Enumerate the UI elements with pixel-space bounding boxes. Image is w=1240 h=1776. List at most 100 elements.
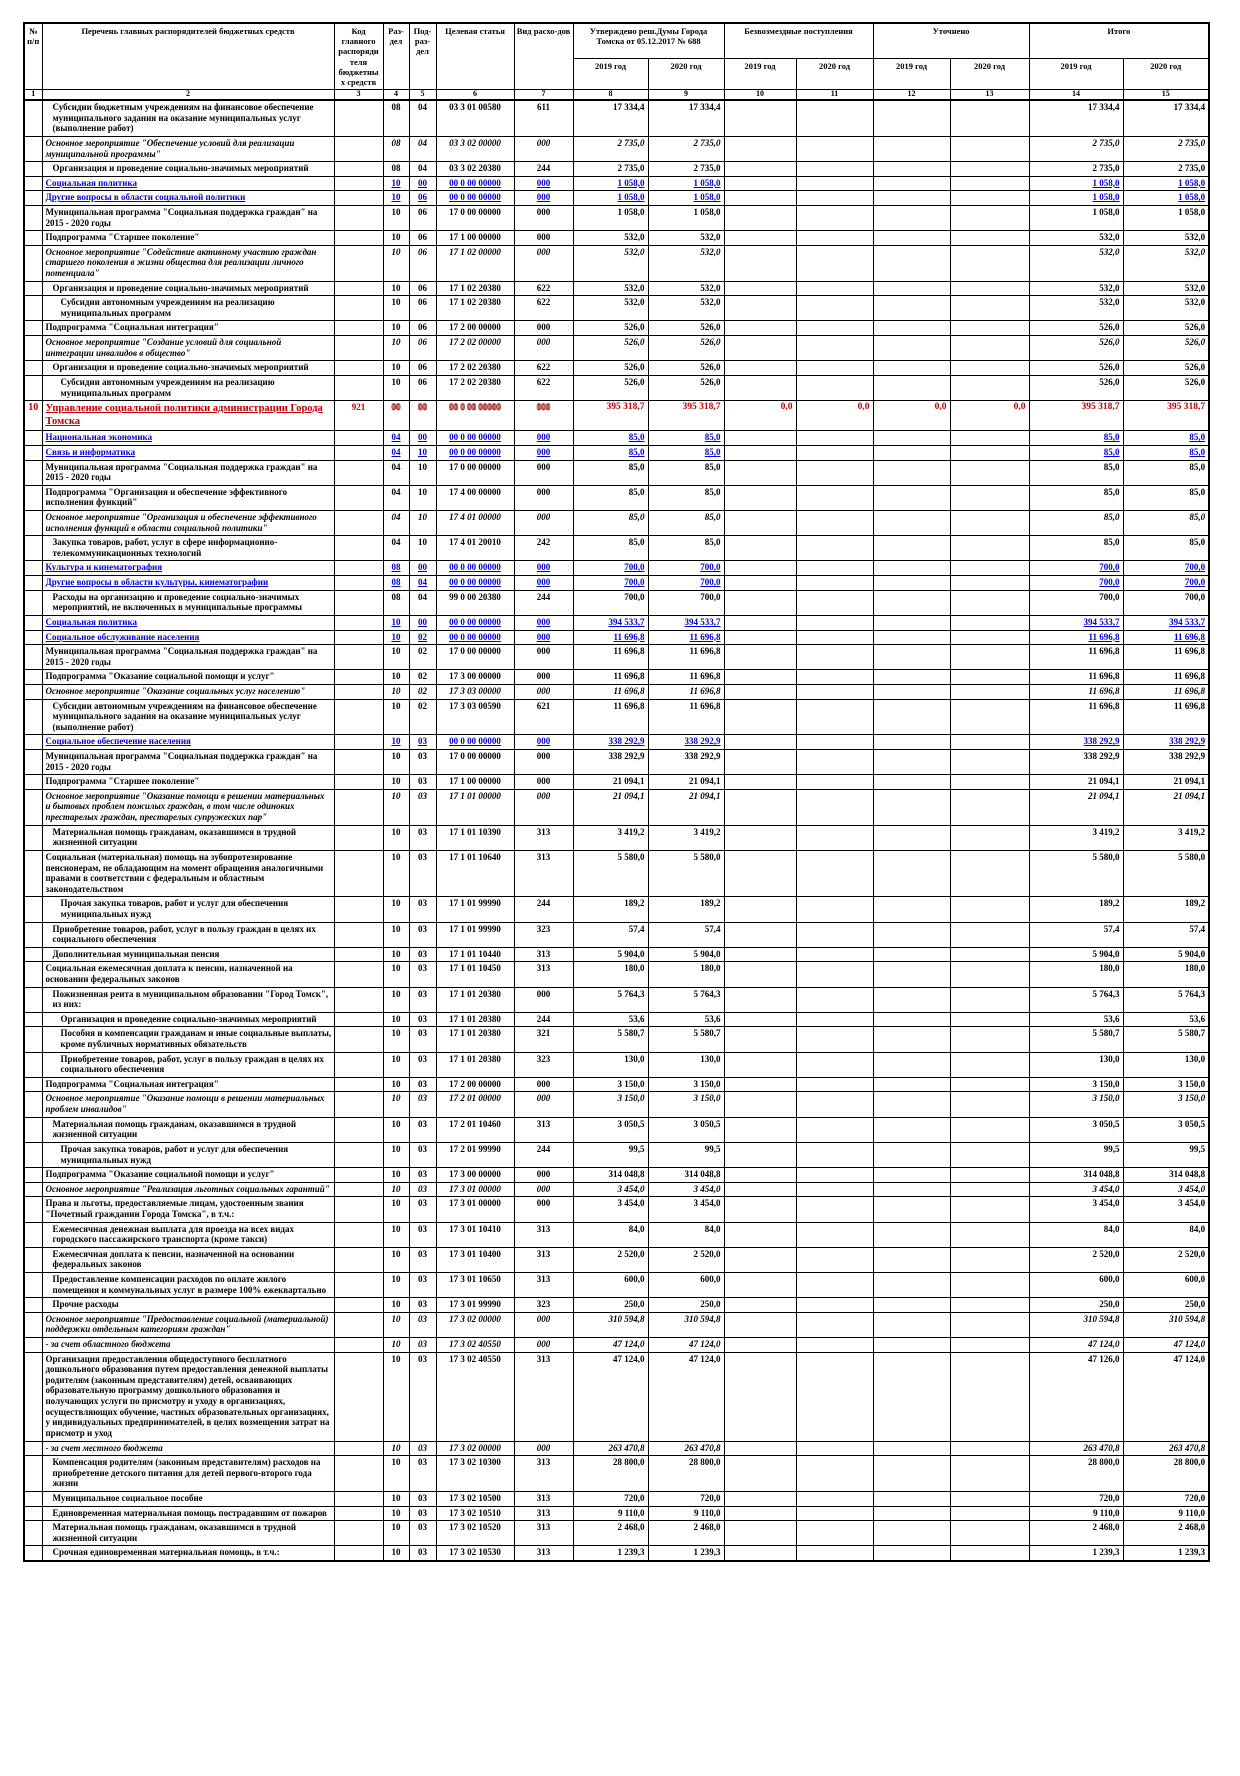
row-grbs — [333, 1141, 384, 1169]
row-grants-2019 — [723, 1271, 797, 1299]
column-number: 7 — [513, 89, 574, 101]
row-podrazdel: 03 — [408, 1091, 437, 1118]
row-num — [23, 824, 43, 851]
row-podrazdel: 03 — [408, 1051, 437, 1078]
row-name: Субсидии автономным учреждениям на реали… — [41, 295, 335, 322]
row-adjusted-2019 — [872, 575, 951, 591]
row-adjusted-2019 — [872, 1141, 951, 1169]
row-adjusted-2019 — [872, 1246, 951, 1274]
row-target-article: 00 0 00 00000 — [435, 575, 515, 591]
row-adjusted-2020 — [949, 1116, 1030, 1143]
row-name: Культура и кинематография — [41, 560, 335, 577]
row-total-2019: 21 094,1 — [1028, 788, 1124, 826]
row-podrazdel: 03 — [408, 1297, 437, 1313]
row-approved-2020: 21 094,1 — [647, 788, 725, 826]
row-razdel: 10 — [382, 644, 410, 671]
header-podrazdel: Под-раз-дел — [408, 22, 437, 91]
row-grants-2019 — [723, 1297, 797, 1313]
row-expense-type: 313 — [513, 1116, 574, 1143]
row-grants-2019 — [723, 445, 797, 461]
row-num — [23, 1311, 43, 1339]
row-name: Социальное обеспечение населения — [41, 734, 335, 751]
row-grants-2019 — [723, 335, 797, 362]
row-approved-2020: 85,0 — [647, 484, 725, 512]
row-podrazdel: 02 — [408, 683, 437, 700]
row-adjusted-2019 — [872, 614, 951, 631]
row-podrazdel: 06 — [408, 204, 437, 232]
row-grants-2019 — [723, 644, 797, 671]
header-row-number: № п/п — [23, 22, 43, 91]
row-adjusted-2019 — [872, 280, 951, 297]
row-adjusted-2020 — [949, 921, 1030, 948]
row-adjusted-2020 — [949, 1490, 1030, 1507]
row-target-article: 17 2 01 00000 — [435, 1091, 515, 1118]
table-row: Муниципальное социальное пособие 10 03 1… — [23, 1490, 1210, 1507]
row-grants-2019 — [723, 698, 797, 736]
row-podrazdel: 02 — [408, 629, 437, 646]
row-total-2020: 263 470,8 — [1122, 1440, 1210, 1457]
row-total-2020: 2 468,0 — [1122, 1520, 1210, 1547]
row-adjusted-2020 — [949, 190, 1030, 206]
row-razdel: 10 — [382, 320, 410, 337]
row-grants-2020: 0,0 — [795, 400, 874, 432]
row-name: Социальная политика — [41, 614, 335, 631]
column-number: 2 — [41, 89, 335, 101]
table-row: Пособия и компенсации гражданам и иные с… — [23, 1026, 1210, 1053]
row-name: Ежемесячная денежная выплата для проезда… — [41, 1221, 335, 1248]
row-num — [23, 295, 43, 322]
row-num — [23, 280, 43, 297]
row-grants-2020 — [795, 1116, 874, 1143]
row-approved-2020: 3 150,0 — [647, 1076, 725, 1093]
row-approved-2019: 47 124,0 — [572, 1337, 649, 1353]
row-grants-2019 — [723, 459, 797, 486]
row-expense-type: 000 — [513, 230, 574, 246]
row-grbs — [333, 1051, 384, 1078]
row-adjusted-2020 — [949, 560, 1030, 577]
row-grants-2020 — [795, 824, 874, 851]
row-approved-2019: 310 594,8 — [572, 1311, 649, 1339]
row-target-article: 17 2 00 00000 — [435, 1076, 515, 1093]
row-grants-2020 — [795, 320, 874, 337]
row-approved-2020: 21 094,1 — [647, 774, 725, 790]
row-grbs — [333, 1505, 384, 1522]
row-expense-type: 313 — [513, 1490, 574, 1507]
table-row: Муниципальная программа "Социальная подд… — [23, 749, 1210, 776]
row-grants-2020 — [795, 1271, 874, 1299]
row-total-2019: 338 292,9 — [1028, 734, 1124, 751]
row-total-2020: 47 124,0 — [1122, 1351, 1210, 1442]
row-approved-2020: 53,6 — [647, 1011, 725, 1028]
row-grbs — [333, 204, 384, 232]
row-razdel: 10 — [382, 1505, 410, 1522]
row-razdel: 10 — [382, 1520, 410, 1547]
row-adjusted-2019 — [872, 230, 951, 246]
header-name: Перечень главных распорядителей бюджетны… — [41, 22, 335, 91]
row-total-2019: 85,0 — [1028, 430, 1124, 446]
table-row: Основное мероприятие "Оказание помощи в … — [23, 1091, 1210, 1118]
row-total-2020: 84,0 — [1122, 1221, 1210, 1248]
table-row: Срочная единовременная материальная помо… — [23, 1545, 1210, 1562]
row-num — [23, 788, 43, 826]
row-name: Закупка товаров, работ, услуг в сфере ин… — [41, 535, 335, 562]
row-grants-2019: 0,0 — [723, 400, 797, 432]
row-total-2020: 3 150,0 — [1122, 1076, 1210, 1093]
row-num — [23, 1505, 43, 1522]
row-podrazdel: 03 — [408, 896, 437, 923]
row-expense-type: 621 — [513, 698, 574, 736]
row-approved-2019: 314 048,8 — [572, 1167, 649, 1183]
table-row: Организация предоставления общедоступног… — [23, 1351, 1210, 1442]
row-total-2020: 9 110,0 — [1122, 1505, 1210, 1522]
row-total-2019: 700,0 — [1028, 589, 1124, 616]
row-approved-2020: 314 048,8 — [647, 1167, 725, 1183]
row-razdel: 10 — [382, 1311, 410, 1339]
header-razdel: Раз-дел — [382, 22, 410, 91]
row-adjusted-2020 — [949, 749, 1030, 776]
row-target-article: 17 3 01 99990 — [435, 1297, 515, 1313]
row-num — [23, 135, 43, 163]
row-approved-2019: 526,0 — [572, 335, 649, 362]
row-approved-2020: 532,0 — [647, 230, 725, 246]
row-approved-2020: 532,0 — [647, 244, 725, 282]
row-expense-type: 000 — [513, 320, 574, 337]
row-podrazdel: 03 — [408, 1455, 437, 1492]
row-grants-2020 — [795, 1091, 874, 1118]
row-razdel: 10 — [382, 230, 410, 246]
